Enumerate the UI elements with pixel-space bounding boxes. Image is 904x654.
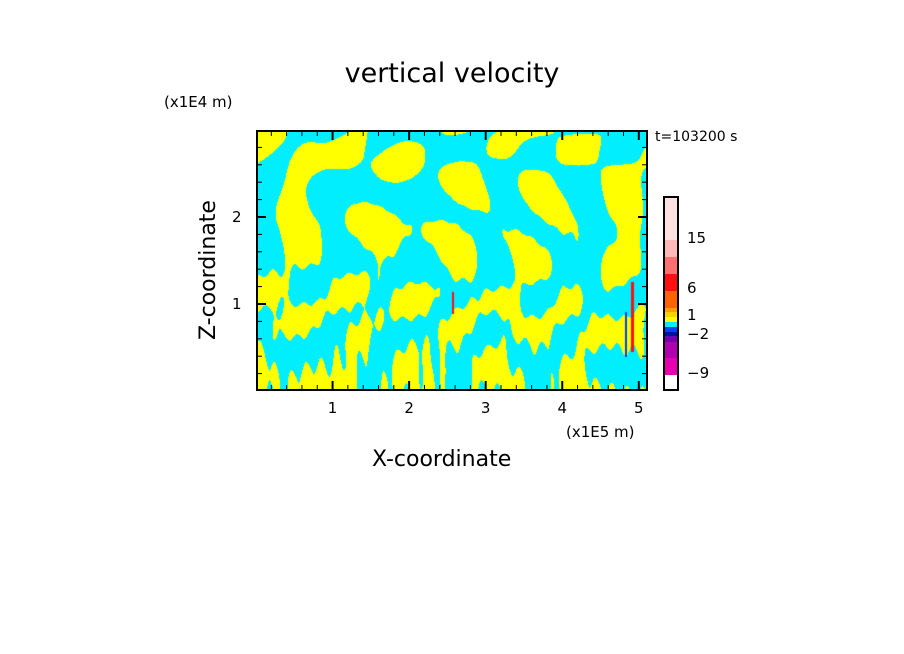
colorbar-segment (665, 342, 677, 358)
contour-field (258, 132, 646, 389)
chart-title: vertical velocity (344, 58, 560, 89)
colorbar-label: 1 (687, 306, 697, 324)
colorbar-label: −9 (687, 364, 710, 382)
y-tick-label: 1 (232, 295, 242, 313)
colorbar-segment (665, 322, 677, 327)
time-annotation: t=103200 s (655, 129, 738, 145)
x-tick-label: 1 (327, 399, 338, 417)
colorbar-segment (665, 327, 677, 332)
colorbar-segment (665, 317, 677, 322)
colorbar-segment (665, 358, 677, 375)
colorbar-segment (665, 336, 677, 342)
colorbar-label: 6 (687, 279, 697, 297)
axis-ticks (258, 132, 646, 389)
x-tick-label: 3 (480, 399, 491, 417)
colorbar-segment (665, 308, 677, 312)
colorbar-label: −2 (687, 325, 710, 343)
colorbar-segment (665, 198, 677, 240)
y-axis-label: Z-coordinate (196, 200, 221, 340)
colorbar-segment (665, 291, 677, 308)
x-axis-unit: (x1E5 m) (566, 423, 635, 441)
colorbar-segment (665, 240, 677, 257)
plot-area (256, 130, 648, 391)
x-axis-label: X-coordinate (372, 447, 512, 472)
x-tick-label: 4 (557, 399, 568, 417)
colorbar-segment (665, 312, 677, 317)
colorbar-segment (665, 332, 677, 336)
y-tick-label: 2 (232, 208, 242, 226)
colorbar-segment (665, 257, 677, 274)
colorbar-segment (665, 274, 677, 291)
x-tick-label: 5 (634, 399, 644, 417)
colorbar-label: 15 (687, 229, 707, 247)
x-tick-label: 2 (404, 399, 414, 417)
y-axis-unit: (x1E4 m) (164, 93, 233, 111)
colorbar (663, 196, 679, 391)
